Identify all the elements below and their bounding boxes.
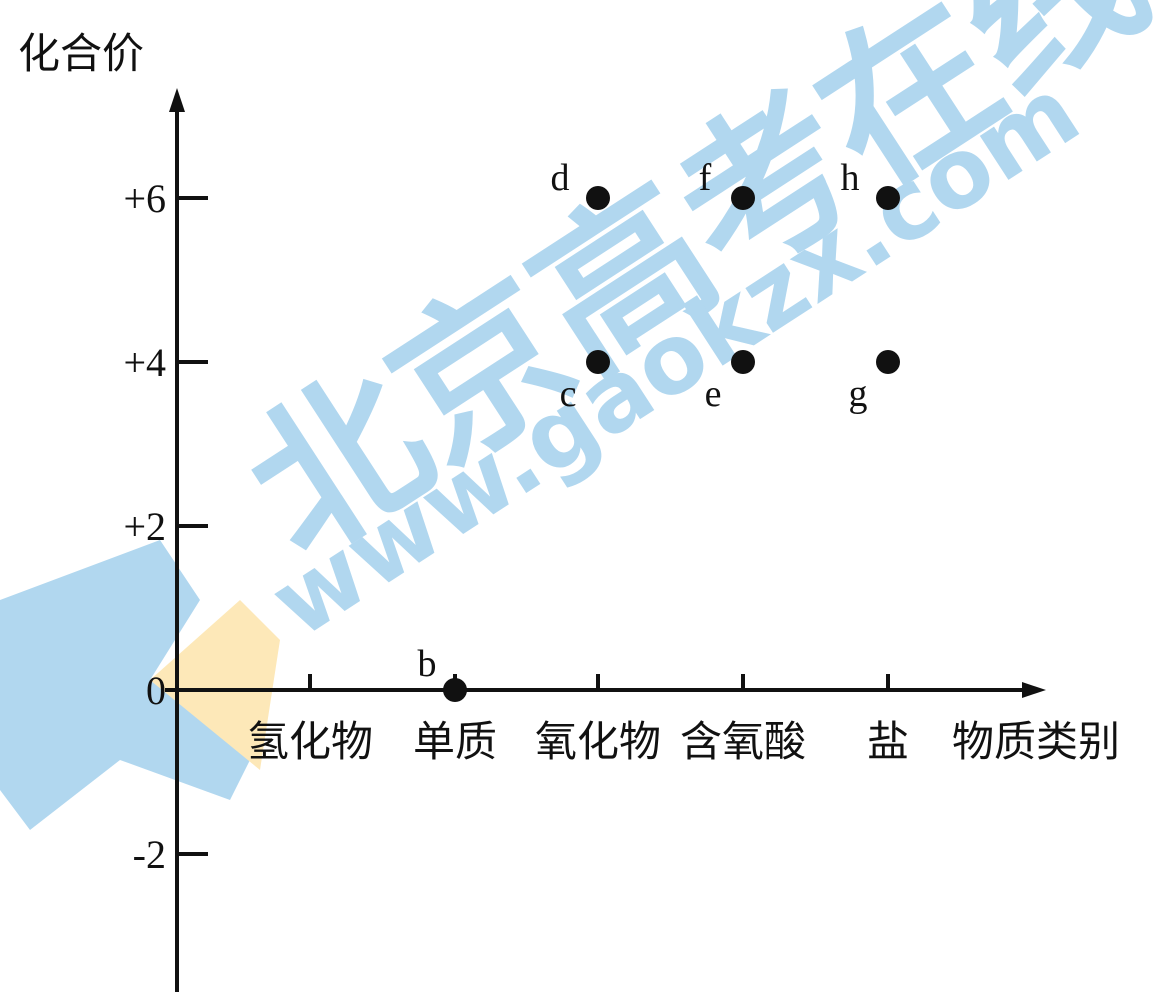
data-point-g bbox=[876, 350, 900, 374]
data-point-e bbox=[731, 350, 755, 374]
data-point-label: b bbox=[418, 643, 437, 685]
x-category-label: 氢化物 bbox=[247, 717, 373, 766]
x-category-label: 单质 bbox=[413, 717, 497, 766]
watermark-swoosh-blue bbox=[0, 540, 250, 830]
y-tick-label: +2 bbox=[123, 504, 166, 549]
data-point-b bbox=[443, 678, 467, 702]
y-tick-label: +4 bbox=[123, 340, 166, 385]
data-point-c bbox=[586, 350, 610, 374]
x-category-label: 盐 bbox=[867, 717, 909, 766]
y-tick-label: 0 bbox=[146, 668, 166, 713]
y-tick-label: +6 bbox=[123, 176, 166, 221]
x-category-label: 氧化物 bbox=[535, 717, 661, 766]
y-axis-label: 化合价 bbox=[18, 29, 144, 78]
x-ticks: 氢化物 单质 氧化物 含氧酸 盐 bbox=[247, 674, 909, 766]
y-axis-arrow bbox=[169, 88, 185, 112]
data-point-f bbox=[731, 186, 755, 210]
y-ticks: +6 +4 +2 0 -2 bbox=[123, 176, 208, 877]
data-point-label: h bbox=[841, 157, 860, 199]
x-axis-arrow bbox=[1022, 682, 1046, 698]
data-point-d bbox=[586, 186, 610, 210]
x-category-label: 含氧酸 bbox=[680, 717, 806, 766]
data-point-label: e bbox=[705, 373, 722, 415]
data-point-label: c bbox=[560, 373, 577, 415]
data-point-label: g bbox=[849, 373, 868, 415]
watermark-swoosh-orange bbox=[150, 600, 280, 770]
data-point-label: d bbox=[551, 157, 570, 199]
data-points: b c d e f g h bbox=[418, 157, 900, 702]
data-point-label: f bbox=[699, 157, 712, 199]
data-point-h bbox=[876, 186, 900, 210]
x-axis-label: 物质类别 bbox=[952, 717, 1120, 766]
y-tick-label: -2 bbox=[133, 832, 166, 877]
